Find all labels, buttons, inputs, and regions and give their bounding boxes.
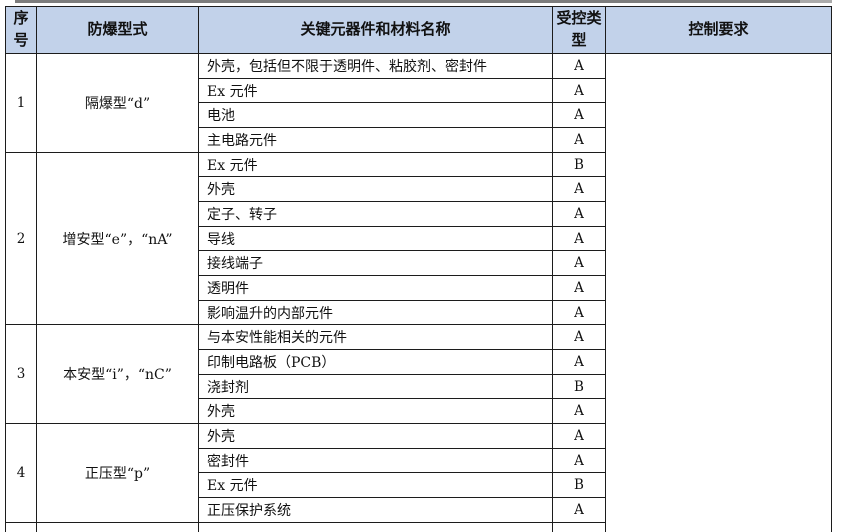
table-row: Ex 元件 B [6, 472, 832, 499]
col-header-component-name: 关键元器件和材料名称 [198, 6, 553, 54]
component-name-cell: 外壳 [198, 398, 553, 425]
table-row: 主电路元件 A [6, 127, 832, 153]
table-row: 浇封剂 B [6, 373, 832, 400]
component-name-cell: 正压保护系统 [198, 497, 553, 523]
seq-cell: 1 [5, 53, 37, 153]
control-class-cell: A [552, 127, 606, 153]
protection-type-cell [36, 521, 199, 532]
control-class-cell: A [552, 299, 606, 326]
protection-type-cell: 正压型“p” [36, 423, 199, 523]
col-header-protection-type: 防爆型式 [36, 6, 199, 54]
component-name-cell: 浇封剂 [198, 373, 553, 400]
control-class-cell: B [552, 151, 606, 178]
component-name-cell: 密封件 [198, 447, 553, 474]
control-class-cell: A [552, 201, 606, 227]
seq-cell: 4 [5, 423, 37, 523]
control-class-cell: A [552, 53, 606, 79]
col-header-control-class: 受控类型 [552, 6, 606, 54]
component-name-cell: 外壳 [198, 423, 553, 449]
top-edge-artifact [15, 0, 832, 3]
control-class-cell: A [552, 324, 606, 351]
component-name-cell [198, 521, 553, 532]
component-name-cell: 主电路元件 [198, 127, 553, 153]
control-requirement-cell [605, 53, 832, 532]
table-row: 影响温升的内部元件 A [6, 299, 832, 326]
control-class-cell: A [552, 77, 606, 104]
table-row: 导线 A [6, 225, 832, 252]
table-row: 印制电路板（PCB） A [6, 349, 832, 375]
table-row: 接线端子 A [6, 250, 832, 277]
control-class-cell: A [552, 423, 606, 449]
control-class-cell: A [552, 349, 606, 375]
control-class-cell: A [552, 250, 606, 277]
component-name-cell: Ex 元件 [198, 472, 553, 499]
table-row: 3 本安型“i”，“nC” 与本安性能相关的元件 A [5, 324, 832, 425]
control-class-cell: B [552, 472, 606, 499]
component-name-cell: 外壳，包括但不限于透明件、粘胶剂、密封件 [198, 53, 553, 79]
table-body: 1 隔爆型“d” 外壳，包括但不限于透明件、粘胶剂、密封件 A Ex 元件 A 电池 A 主电路… [5, 53, 832, 532]
table-row: 密封件 A [6, 447, 832, 474]
seq-cell [5, 521, 37, 532]
component-name-cell: 影响温升的内部元件 [198, 299, 553, 326]
component-name-cell: 印制电路板（PCB） [198, 349, 553, 375]
seq-cell: 3 [5, 324, 37, 425]
top-edge-artifact-tail [800, 0, 832, 3]
seq-cell: 2 [5, 151, 37, 326]
component-name-cell: 透明件 [198, 275, 553, 301]
protection-type-cell: 增安型“e”，“nA” [36, 151, 199, 326]
protection-type-cell: 隔爆型“d” [36, 53, 199, 153]
control-class-cell: A [552, 497, 606, 523]
control-class-cell: A [552, 275, 606, 301]
table-row-partial [5, 521, 832, 532]
component-name-cell: 导线 [198, 225, 553, 252]
component-name-cell: Ex 元件 [198, 151, 553, 178]
col-header-control-requirement: 控制要求 [605, 6, 832, 54]
header-row: 序号 防爆型式 关键元器件和材料名称 受控类型 控制要求 [5, 6, 832, 54]
component-name-cell: 电池 [198, 102, 553, 129]
table-row: 透明件 A [6, 275, 832, 301]
control-class-cell: B [552, 373, 606, 400]
component-name-cell: 与本安性能相关的元件 [198, 324, 553, 351]
table-row: Ex 元件 A [6, 77, 832, 104]
control-class-cell: A [552, 225, 606, 252]
key-components-table: 序号 防爆型式 关键元器件和材料名称 受控类型 控制要求 1 隔爆型“d” 外壳，包… [5, 6, 832, 532]
component-name-cell: 外壳 [198, 176, 553, 203]
table-row: 1 隔爆型“d” 外壳，包括但不限于透明件、粘胶剂、密封件 A [5, 53, 832, 532]
control-class-cell: A [552, 102, 606, 129]
protection-type-cell: 本安型“i”，“nC” [36, 324, 199, 425]
col-header-seq: 序号 [5, 6, 37, 54]
component-name-cell: Ex 元件 [198, 77, 553, 104]
control-class-cell: A [552, 176, 606, 203]
control-class-cell: A [552, 447, 606, 474]
component-name-cell: 接线端子 [198, 250, 553, 277]
control-class-cell [552, 521, 606, 532]
control-class-cell: A [552, 398, 606, 425]
table-row: 2 增安型“e”，“nA” Ex 元件 B [5, 151, 832, 326]
component-name-cell: 定子、转子 [198, 201, 553, 227]
